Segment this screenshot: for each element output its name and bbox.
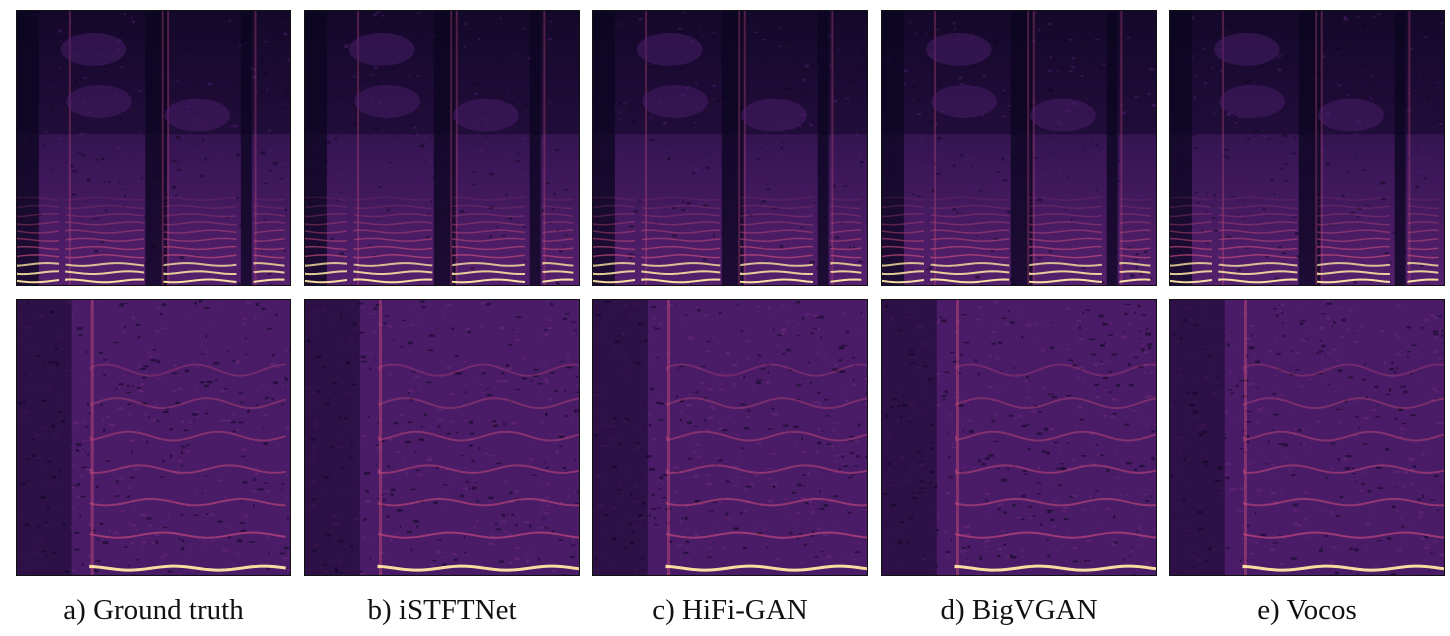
spectrogram-image xyxy=(1170,300,1444,575)
spectrogram-panel-row1-vocos xyxy=(1169,10,1445,286)
spectrogram-panel-row1-ground-truth xyxy=(16,10,291,286)
caption-hifigan: c) HiFi-GAN xyxy=(652,594,808,626)
spectrogram-panel-row1-istftnet xyxy=(304,10,580,286)
spectrogram-image xyxy=(305,11,579,285)
caption-ground-truth: a) Ground truth xyxy=(63,594,244,626)
caption-istftnet: b) iSTFTNet xyxy=(367,594,517,626)
spectrogram-panel-row1-hifigan xyxy=(592,10,868,286)
spectrogram-image xyxy=(882,300,1156,575)
spectrogram-image xyxy=(593,11,867,285)
caption-vocos: e) Vocos xyxy=(1257,594,1357,626)
spectrogram-panel-row2-vocos xyxy=(1169,299,1445,576)
spectrogram-panel-row1-bigvgan xyxy=(881,10,1157,286)
spectrogram-image xyxy=(593,300,867,575)
spectrogram-panel-row2-bigvgan xyxy=(881,299,1157,576)
spectrogram-panel-row2-istftnet xyxy=(304,299,580,576)
spectrogram-image xyxy=(17,300,290,575)
spectrogram-image xyxy=(305,300,579,575)
spectrogram-image xyxy=(17,11,290,285)
caption-bigvgan: d) BigVGAN xyxy=(940,594,1098,626)
spectrogram-panel-row2-ground-truth xyxy=(16,299,291,576)
spectrogram-panel-row2-hifigan xyxy=(592,299,868,576)
spectrogram-image xyxy=(882,11,1156,285)
spectrogram-image xyxy=(1170,11,1444,285)
